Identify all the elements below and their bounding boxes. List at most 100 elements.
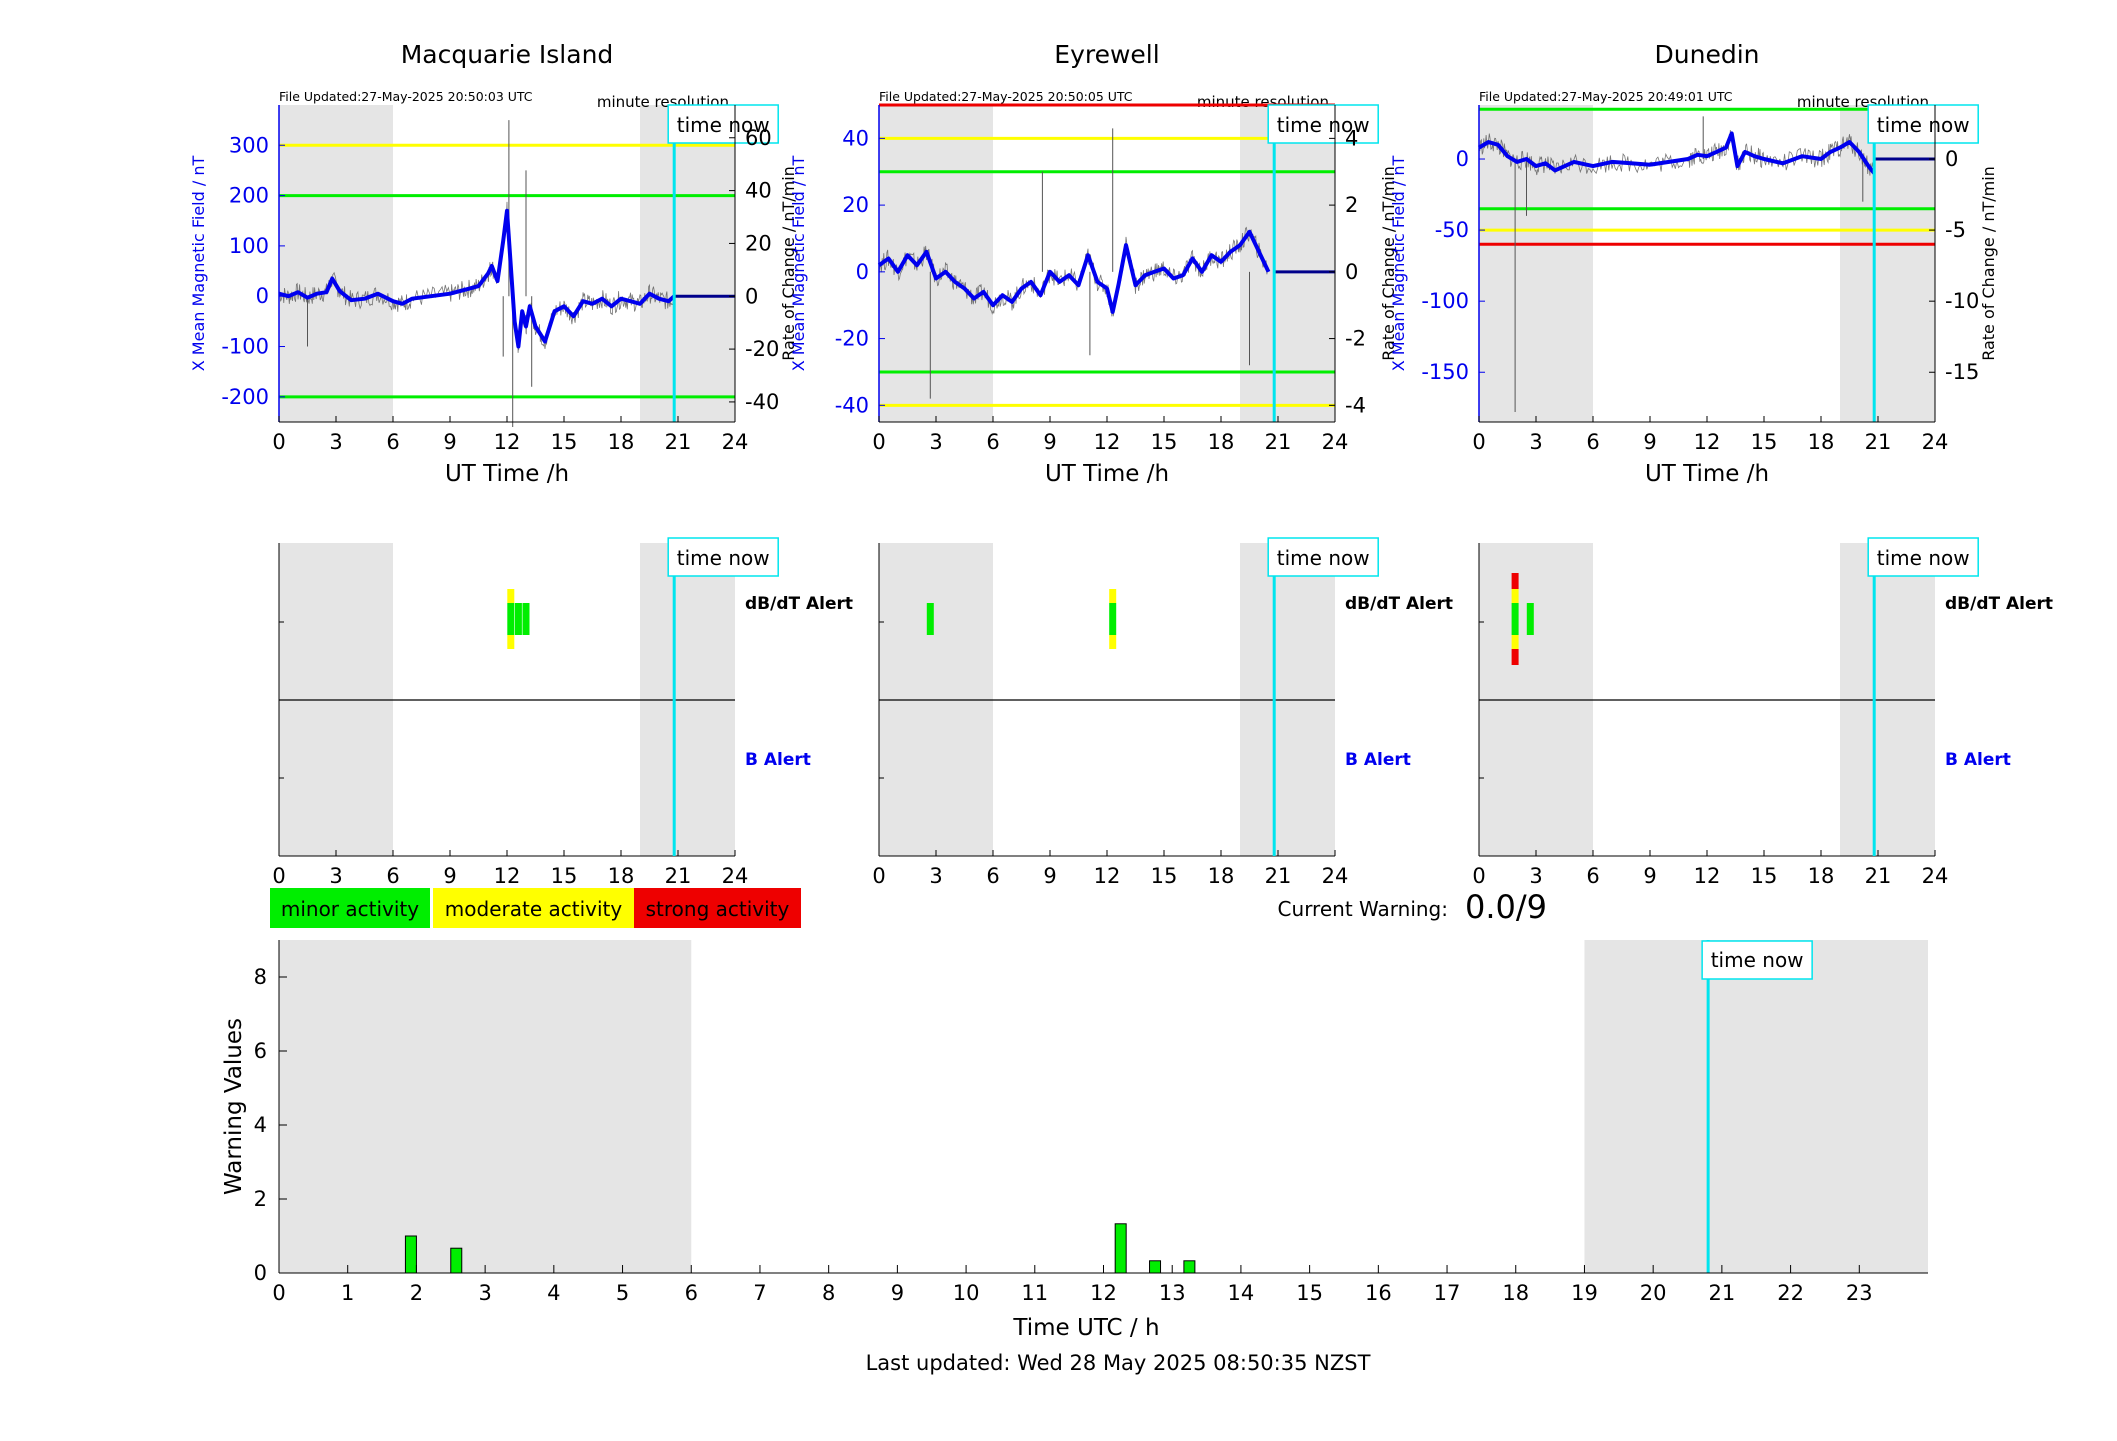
x-tick-label: 15 bbox=[1151, 430, 1178, 454]
warning-bar bbox=[1149, 1260, 1162, 1274]
x-tick-label: 7 bbox=[753, 1281, 766, 1305]
b-alert-label: B Alert bbox=[1945, 750, 2011, 770]
time-now-label: time now bbox=[677, 546, 770, 570]
x-tick-label: 24 bbox=[1322, 430, 1349, 454]
x-tick-label: 21 bbox=[1865, 430, 1892, 454]
dbdt-alert-label: dB/dT Alert bbox=[745, 594, 853, 614]
time-now-box bbox=[1267, 104, 1379, 144]
y-tick-label: 0 bbox=[254, 1261, 267, 1285]
x-tick-label: 0 bbox=[272, 1281, 285, 1305]
x-tick-label: 6 bbox=[986, 430, 999, 454]
y2-tick-label: -4 bbox=[1345, 393, 1366, 417]
y2-tick-label: -5 bbox=[1945, 218, 1966, 242]
y2-tick-label: -10 bbox=[1945, 289, 1979, 313]
time-now-label: time now bbox=[1277, 546, 1370, 570]
y-tick-label: -150 bbox=[1421, 360, 1469, 384]
current-warning-label: Current Warning: bbox=[1278, 897, 1448, 921]
x-tick-label: 24 bbox=[1322, 864, 1349, 888]
b-alert-label: B Alert bbox=[1345, 750, 1411, 770]
y-tick-label: -100 bbox=[221, 335, 269, 359]
x-tick-label: 3 bbox=[929, 430, 942, 454]
warning-bar bbox=[1114, 1223, 1127, 1274]
y2-tick-label: 0 bbox=[1345, 260, 1358, 284]
x-axis-label: Time UTC / h bbox=[1012, 1315, 1159, 1341]
x-tick-label: 14 bbox=[1228, 1281, 1255, 1305]
time-now-label: time now bbox=[1877, 546, 1970, 570]
x-tick-label: 3 bbox=[1529, 430, 1542, 454]
y-tick-label: 2 bbox=[254, 1187, 267, 1211]
x-tick-label: 15 bbox=[551, 864, 578, 888]
time-now-box bbox=[667, 537, 779, 577]
alert-panel-0: time now 0 3 6 9 12 15 18 21 24 dB/dT Alert B Alert bbox=[272, 537, 853, 888]
y-tick-label: 0 bbox=[1456, 147, 1469, 171]
alert-bar-minor bbox=[514, 603, 522, 635]
dbdt-alert-label: dB/dT Alert bbox=[1345, 594, 1453, 614]
x-tick-label: 18 bbox=[1808, 864, 1835, 888]
legend-swatch-red bbox=[634, 888, 801, 928]
y2-tick-label: 4 bbox=[1345, 126, 1358, 150]
x-tick-label: 24 bbox=[722, 864, 749, 888]
x-tick-label: 18 bbox=[1208, 864, 1235, 888]
y2-axis-label: Rate of Change / nT/min bbox=[1379, 166, 1398, 361]
x-tick-label: 16 bbox=[1365, 1281, 1392, 1305]
y2-axis-label: Rate of Change / nT/min bbox=[779, 166, 798, 361]
legend-swatch-green bbox=[270, 888, 430, 928]
x-tick-label: 5 bbox=[616, 1281, 629, 1305]
night-shade bbox=[1479, 105, 1593, 422]
x-tick-label: 12 bbox=[1094, 864, 1121, 888]
alert-bar-strong bbox=[1511, 649, 1519, 665]
x-tick-label: 3 bbox=[329, 864, 342, 888]
plot-layer: Macquarie Island File Updated:27-May-2025… bbox=[189, 40, 2053, 1341]
alert-panel-2: time now 0 3 6 9 12 15 18 21 24 dB/dT Alert B Alert bbox=[1472, 537, 2053, 888]
x-tick-label: 0 bbox=[1472, 430, 1485, 454]
x-tick-label: 3 bbox=[478, 1281, 491, 1305]
station-chart-1: Eyrewell File Updated:27-May-2025 20:50:0… bbox=[789, 40, 1398, 487]
time-now-box bbox=[1267, 537, 1379, 577]
x-tick-label: 21 bbox=[665, 430, 692, 454]
x-tick-label: 19 bbox=[1571, 1281, 1598, 1305]
x-tick-label: 6 bbox=[386, 864, 399, 888]
time-now-box bbox=[1701, 940, 1813, 980]
file-updated-label: File Updated:27-May-2025 20:49:01 UTC bbox=[1479, 89, 1733, 104]
alert-bar-strong bbox=[1511, 573, 1519, 589]
alert-bar-minor bbox=[1511, 603, 1519, 635]
y2-tick-label: 20 bbox=[745, 231, 772, 255]
legend-label: moderate activity bbox=[445, 897, 623, 921]
legend-swatch-yellow bbox=[433, 888, 634, 928]
alert-bar-moderate bbox=[1109, 635, 1117, 649]
time-now-box bbox=[667, 104, 779, 144]
x-axis-label: UT Time /h bbox=[1045, 461, 1169, 487]
x-tick-label: 10 bbox=[953, 1281, 980, 1305]
x-tick-label: 18 bbox=[608, 430, 635, 454]
night-shade bbox=[1240, 105, 1335, 422]
legend-label: strong activity bbox=[646, 897, 790, 921]
x-tick-label: 0 bbox=[872, 864, 885, 888]
y2-tick-label: -20 bbox=[745, 337, 779, 361]
alert-bar-minor bbox=[926, 603, 934, 635]
x-tick-label: 12 bbox=[1694, 864, 1721, 888]
y2-tick-label: 0 bbox=[1945, 147, 1958, 171]
x-tick-label: 1 bbox=[341, 1281, 354, 1305]
x-tick-label: 24 bbox=[1922, 864, 1949, 888]
x-tick-label: 6 bbox=[1586, 430, 1599, 454]
x-tick-label: 3 bbox=[1529, 864, 1542, 888]
time-now-box bbox=[1867, 537, 1979, 577]
y-tick-label: -200 bbox=[221, 385, 269, 409]
x-tick-label: 21 bbox=[1265, 864, 1292, 888]
x-tick-label: 8 bbox=[822, 1281, 835, 1305]
y2-tick-label: -15 bbox=[1945, 360, 1979, 384]
x-tick-label: 18 bbox=[608, 864, 635, 888]
x-tick-label: 0 bbox=[872, 430, 885, 454]
x-tick-label: 9 bbox=[1643, 864, 1656, 888]
x-tick-label: 12 bbox=[494, 430, 521, 454]
y-tick-label: 20 bbox=[842, 193, 869, 217]
alert-bar-minor bbox=[1526, 603, 1534, 635]
x-tick-label: 21 bbox=[1265, 430, 1292, 454]
y-tick-label: -40 bbox=[835, 393, 869, 417]
series-line bbox=[1477, 131, 1876, 175]
y2-axis-label: Rate of Change / nT/min bbox=[1979, 166, 1998, 361]
night-shade bbox=[879, 105, 993, 422]
y-tick-label: 300 bbox=[229, 133, 269, 157]
x-tick-label: 9 bbox=[443, 864, 456, 888]
